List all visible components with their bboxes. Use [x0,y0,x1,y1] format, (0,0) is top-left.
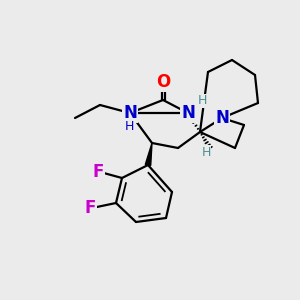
Text: N: N [181,104,195,122]
Text: F: F [92,163,104,181]
Text: N: N [215,109,229,127]
Text: H: H [201,146,211,158]
Text: H: H [197,94,207,107]
Text: O: O [156,73,170,91]
Text: N: N [123,104,137,122]
Polygon shape [145,143,152,166]
Text: H: H [124,119,134,133]
Text: F: F [84,199,96,217]
